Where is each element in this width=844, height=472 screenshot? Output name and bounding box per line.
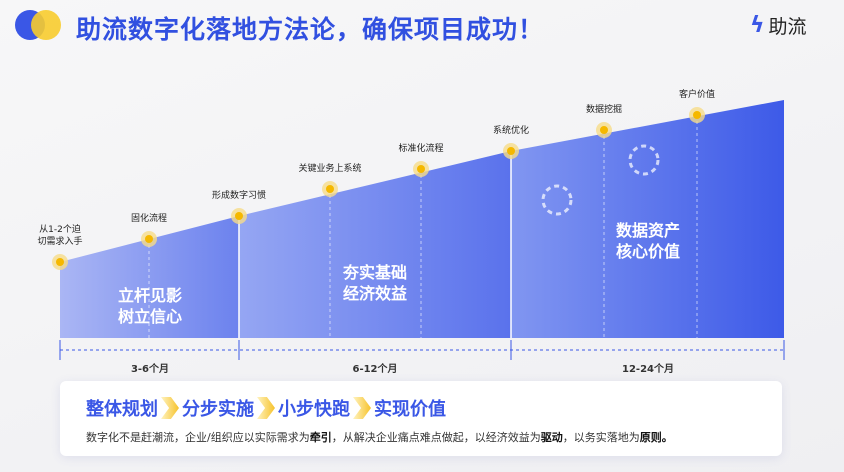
milestone-label: 从1-2个迫 切需求入手 <box>37 225 83 247</box>
phase-area-3 <box>511 100 784 338</box>
milestone-dot <box>600 126 608 134</box>
desc-text: ，从解决企业痛点难点做起，以经济效益为 <box>331 431 541 444</box>
phase-title: 立杆见影 树立信心 <box>117 286 182 326</box>
desc-text: 数字化不是赶潮流，企业/组织应以实际需求为 <box>86 431 310 444</box>
duration-label: 12-24个月 <box>622 362 674 375</box>
milestone-dot <box>145 235 153 243</box>
description: 数字化不是赶潮流，企业/组织应以实际需求为牵引，从解决企业痛点难点做起，以经济效… <box>86 429 673 445</box>
arrow-icon <box>257 397 275 419</box>
milestone-label: 关键业务上系统 <box>298 164 362 174</box>
step: 整体规划 <box>86 399 158 420</box>
desc-bold: 牵引 <box>309 431 332 444</box>
milestone-label: 形成数字习惯 <box>211 191 266 201</box>
milestone-label: 固化流程 <box>130 214 167 224</box>
desc-bold: 原则。 <box>639 431 673 444</box>
milestone-dot <box>56 258 64 266</box>
brand-name: 助流 <box>768 16 807 38</box>
lightning-logo-icon: ϟ <box>750 13 765 38</box>
milestone-label: 系统优化 <box>492 126 529 136</box>
milestone-dot <box>326 185 334 193</box>
arrow-icon <box>353 397 371 419</box>
milestone-label: 客户价值 <box>678 90 715 100</box>
milestone-label: 数据挖掘 <box>585 105 622 115</box>
milestone-dot <box>235 212 243 220</box>
page-title: 助流数字化落地方法论，确保项目成功！ <box>76 15 545 44</box>
summary-card: 整体规划 分步实施 小步快跑 实现价值 数字化不是赶潮流，企业/组织应以实际需求… <box>60 381 782 456</box>
phase-area-2 <box>239 151 511 338</box>
milestone-dot <box>693 111 701 119</box>
cycle-icon <box>541 144 660 216</box>
arrow-icon <box>161 397 179 419</box>
milestone-label: 标准化流程 <box>398 144 444 154</box>
milestone-dot <box>417 165 425 173</box>
step: 实现价值 <box>374 399 446 420</box>
duration-label: 3-6个月 <box>131 362 169 375</box>
brand-logo: ϟ 助流 <box>750 12 807 39</box>
step: 小步快跑 <box>278 399 350 420</box>
desc-text: ，以务实落地为 <box>562 431 640 444</box>
phase-title: 夯实基础 经济效益 <box>342 263 407 303</box>
desc-bold: 驱动 <box>540 431 563 444</box>
duration-label: 6-12个月 <box>352 362 397 375</box>
growth-diagram: 3-6个月 6-12个月 12-24个月 <box>52 100 785 375</box>
logo-circles-icon <box>14 9 64 41</box>
step: 分步实施 <box>182 399 254 420</box>
steps-row: 整体规划 分步实施 小步快跑 实现价值 <box>86 395 446 421</box>
milestone-dot <box>507 147 515 155</box>
phase-title: 数据资产 核心价值 <box>615 221 680 261</box>
